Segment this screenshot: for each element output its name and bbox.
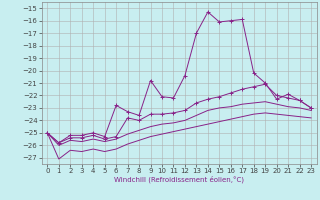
X-axis label: Windchill (Refroidissement éolien,°C): Windchill (Refroidissement éolien,°C) [114,176,244,183]
